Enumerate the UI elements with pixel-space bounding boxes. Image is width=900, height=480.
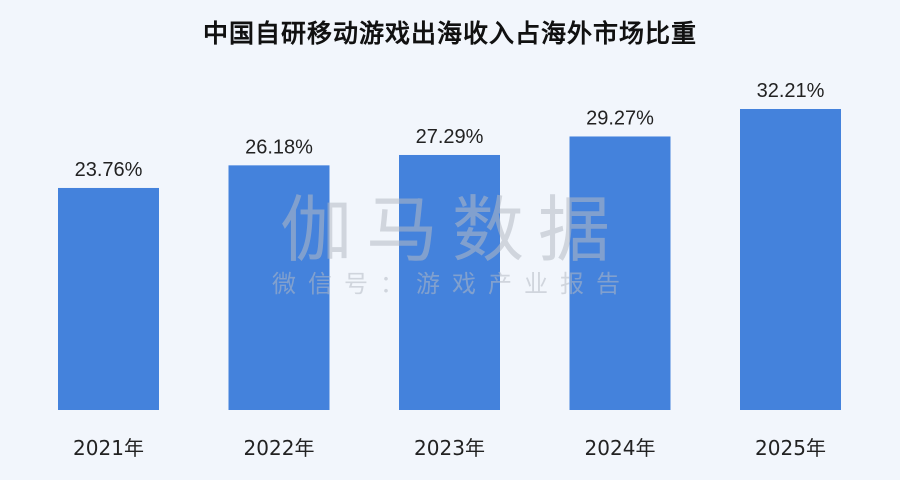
data-label: 32.21%: [757, 80, 825, 102]
bar-3: [569, 136, 671, 411]
data-label: 27.29%: [416, 126, 484, 148]
watermark-main: 伽马数据: [280, 188, 624, 272]
x-tick-label: 2025年: [755, 436, 826, 460]
x-tick-label: 2023年: [414, 436, 485, 460]
data-label: 29.27%: [586, 107, 654, 129]
data-label: 23.76%: [75, 159, 143, 181]
x-tick-label: 2022年: [244, 436, 315, 460]
x-tick-label: 2021年: [73, 436, 144, 460]
bars-group: [58, 109, 841, 411]
chart-title: 中国自研移动游戏出海收入占海外市场比重: [202, 19, 697, 48]
bar-0: [58, 187, 159, 410]
watermark-sub: 微信号：游戏产业报告: [272, 270, 632, 298]
bar-2: [399, 154, 500, 410]
x-tick-label: 2024年: [585, 436, 656, 460]
labels-group: 23.76% 2021年 26.18% 2022年 27.29% 2023年 29.27% 2…: [73, 80, 826, 460]
data-label: 26.18%: [245, 136, 313, 158]
bar-4: [740, 109, 841, 410]
bar-1: [228, 165, 330, 410]
